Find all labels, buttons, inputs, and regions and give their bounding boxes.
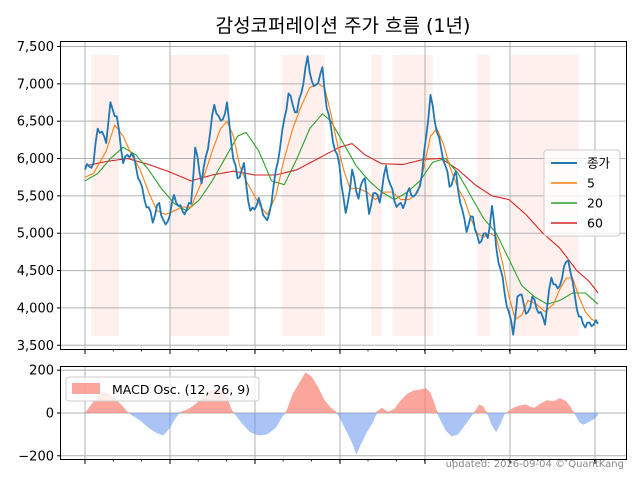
macd-y-axis: −200 0 200 <box>18 364 61 464</box>
legend-label: 60 <box>587 216 603 231</box>
legend-box <box>543 149 621 237</box>
price-x-axis <box>84 349 596 354</box>
chart-title: 감성코퍼레이션 주가 흐름 (1년) <box>216 15 471 37</box>
price-y-tick-label: 4,000 <box>17 301 54 316</box>
macd-area <box>85 372 598 455</box>
macd-y-tick-label: 200 <box>29 364 54 379</box>
updated-footnote: updated: 2026-09-04 © QuantKang <box>446 459 624 470</box>
price-legend: 종가 5 20 60 <box>543 149 621 237</box>
price-y-tick-label: 5,000 <box>17 227 54 242</box>
price-y-tick-label: 7,500 <box>17 40 54 55</box>
macd-negative-area <box>85 413 598 455</box>
price-lines <box>84 55 599 336</box>
price-grid <box>61 42 626 349</box>
price-y-tick-label: 5,500 <box>17 189 54 204</box>
legend-label: 종가 <box>587 156 611 171</box>
legend-label: 20 <box>587 196 603 211</box>
price-y-tick-label: 4,500 <box>17 264 54 279</box>
macd-legend-box <box>65 376 260 402</box>
macd-legend: MACD Osc. (12, 26, 9) <box>65 376 260 402</box>
macd-x-axis <box>84 459 596 464</box>
price-y-axis: 3,500 4,000 4,500 5,000 5,500 6,000 6,500 7,000… <box>17 40 61 354</box>
macd-legend-label: MACD Osc. (12, 26, 9) <box>112 382 250 397</box>
macd-legend-swatch <box>72 383 100 394</box>
macd-positive-area <box>85 372 598 413</box>
price-y-tick-label: 6,500 <box>17 115 54 130</box>
macd-y-tick-label: −200 <box>18 449 54 464</box>
price-y-tick-label: 6,000 <box>17 152 54 167</box>
macd-y-tick-label: 0 <box>46 407 54 422</box>
series-line-close <box>84 55 599 336</box>
series-line-ma60 <box>84 143 599 294</box>
legend-label: 5 <box>587 176 595 191</box>
price-y-tick-label: 3,500 <box>17 339 54 354</box>
price-y-tick-label: 7,000 <box>17 77 54 92</box>
series-line-ma20 <box>84 113 599 305</box>
